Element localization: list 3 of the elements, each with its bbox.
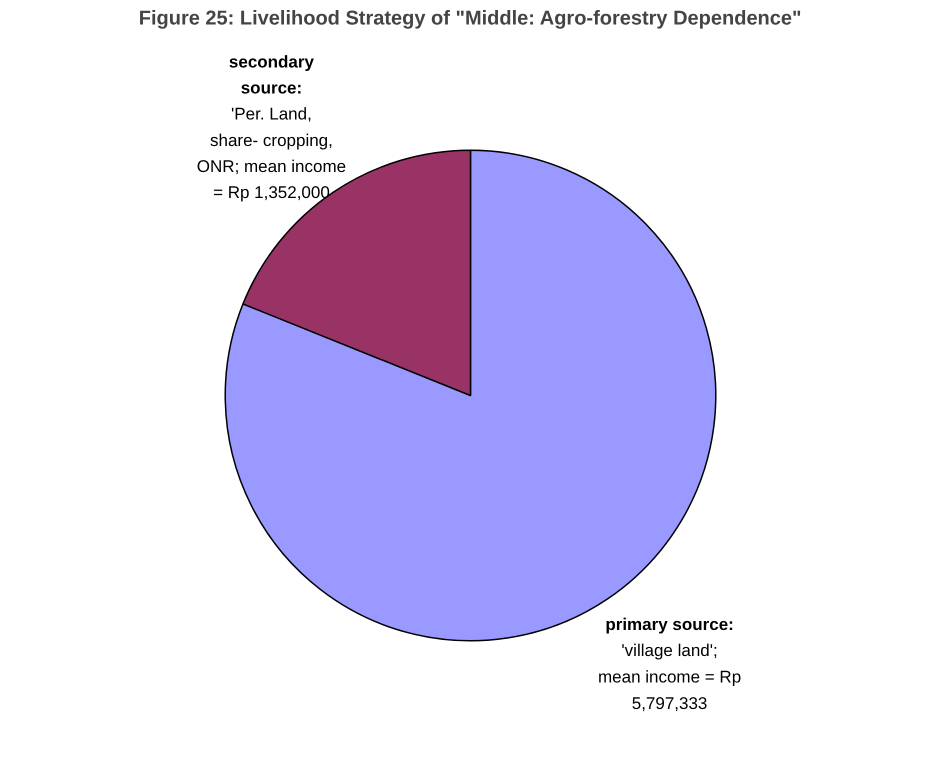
slice-label: secondary source: 'Per. Land, share- cropping, ONR; mean income = Rp 1,352,000 [196,52,346,202]
slice-label: primary source: 'village land'; mean income = Rp 5,797,333 [598,614,742,713]
chart-title: Figure 25: Livelihood Strategy of "Middle: Agro-forestry Dependence" [138,8,802,30]
